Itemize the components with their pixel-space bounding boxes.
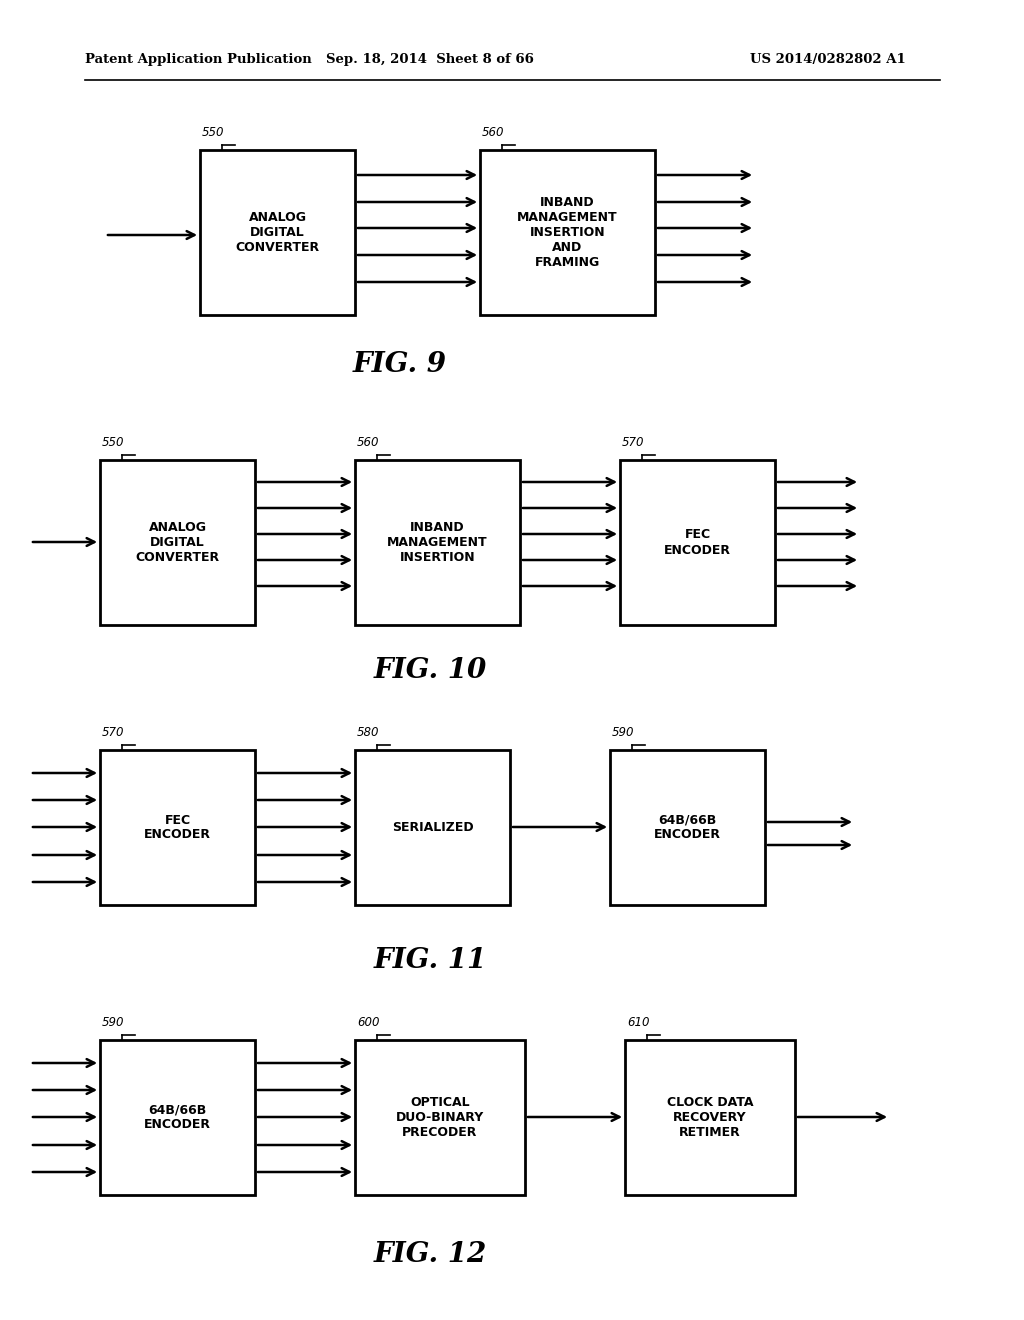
Text: 550: 550	[102, 436, 125, 449]
Bar	[200, 150, 355, 315]
Text: 600: 600	[357, 1015, 380, 1028]
Bar	[620, 459, 775, 624]
Bar	[610, 750, 765, 906]
Text: 570: 570	[622, 436, 644, 449]
Text: 64B/66B
ENCODER: 64B/66B ENCODER	[654, 813, 721, 842]
Text: US 2014/0282802 A1: US 2014/0282802 A1	[750, 54, 906, 66]
Bar	[355, 459, 520, 624]
Text: INBAND
MANAGEMENT
INSERTION
AND
FRAMING: INBAND MANAGEMENT INSERTION AND FRAMING	[517, 195, 617, 269]
Bar	[625, 1040, 795, 1195]
Text: 570: 570	[102, 726, 125, 738]
Bar	[100, 459, 255, 624]
Text: Sep. 18, 2014  Sheet 8 of 66: Sep. 18, 2014 Sheet 8 of 66	[326, 54, 534, 66]
Text: 560: 560	[357, 436, 380, 449]
Text: Patent Application Publication: Patent Application Publication	[85, 54, 311, 66]
Text: 550: 550	[202, 125, 224, 139]
Bar	[355, 1040, 525, 1195]
Text: OPTICAL
DUO-BINARY
PRECODER: OPTICAL DUO-BINARY PRECODER	[396, 1096, 484, 1139]
Text: INBAND
MANAGEMENT
INSERTION: INBAND MANAGEMENT INSERTION	[387, 521, 487, 564]
Text: FIG. 12: FIG. 12	[374, 1242, 486, 1269]
Text: 610: 610	[627, 1015, 649, 1028]
Text: FIG. 11: FIG. 11	[374, 946, 486, 974]
Bar	[100, 750, 255, 906]
Bar	[355, 750, 510, 906]
Text: ANALOG
DIGITAL
CONVERTER: ANALOG DIGITAL CONVERTER	[135, 521, 219, 564]
Text: 64B/66B
ENCODER: 64B/66B ENCODER	[144, 1104, 211, 1131]
Bar	[480, 150, 655, 315]
Text: FIG. 9: FIG. 9	[353, 351, 447, 379]
Text: 580: 580	[357, 726, 380, 738]
Text: 590: 590	[102, 1015, 125, 1028]
Text: 560: 560	[482, 125, 505, 139]
Text: CLOCK DATA
RECOVERY
RETIMER: CLOCK DATA RECOVERY RETIMER	[667, 1096, 754, 1139]
Text: FIG. 10: FIG. 10	[374, 656, 486, 684]
Text: SERIALIZED: SERIALIZED	[392, 821, 473, 834]
Text: FEC
ENCODER: FEC ENCODER	[664, 528, 731, 557]
Text: 590: 590	[612, 726, 635, 738]
Text: ANALOG
DIGITAL
CONVERTER: ANALOG DIGITAL CONVERTER	[236, 211, 319, 253]
Bar	[100, 1040, 255, 1195]
Text: FEC
ENCODER: FEC ENCODER	[144, 813, 211, 842]
